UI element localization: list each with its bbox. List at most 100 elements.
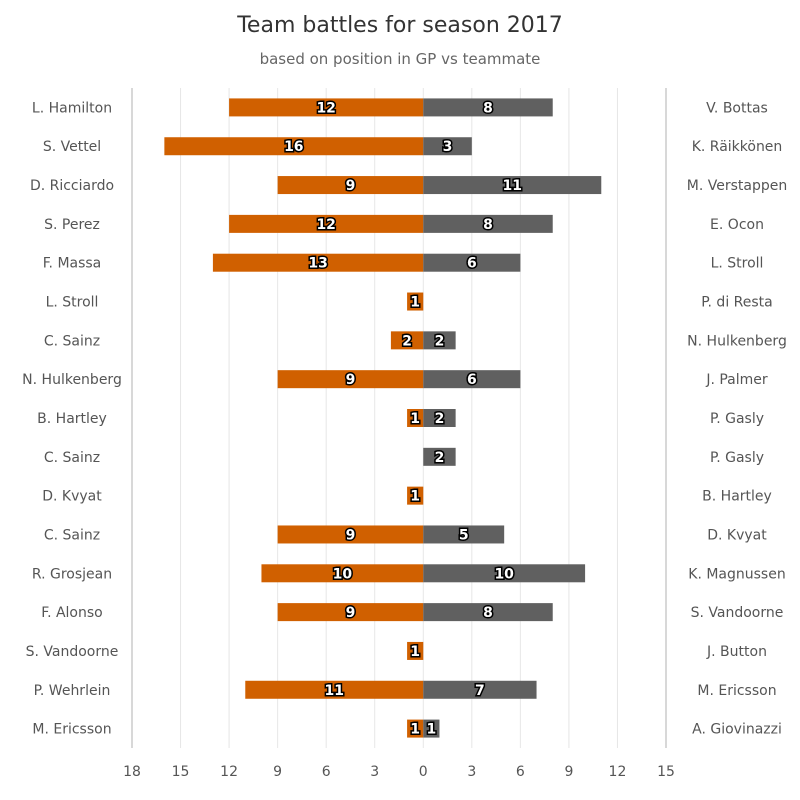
right-bar-value-label: 8 [483,217,493,233]
left-driver-label: B. Hartley [37,411,107,427]
left-bar-value-label: 1 [410,295,420,311]
right-bar [423,564,586,583]
right-bar-value-label: 11 [503,178,522,194]
right-bar [423,253,521,272]
right-bar-value-label: 6 [467,372,477,388]
right-bar [423,331,456,350]
x-tick-label: 12 [609,764,627,780]
x-tick-label: 0 [419,764,428,780]
left-bar-value-label: 10 [333,566,353,582]
right-driver-label: M. Verstappen [687,178,787,194]
right-driver-label: J. Palmer [705,372,768,388]
right-bar-value-label: 1 [426,722,436,738]
left-bar [212,253,424,272]
x-tick-label: 15 [657,764,675,780]
left-bar [277,525,424,544]
right-bar [423,525,505,544]
right-bar-value-label: 6 [467,256,477,272]
left-bar-value-label: 11 [325,683,344,699]
left-bar-value-label: 1 [410,722,420,738]
left-bar-value-label: 1 [410,411,420,427]
left-bar [164,137,424,156]
x-tick-label: 12 [220,764,238,780]
right-bar-value-label: 2 [435,411,445,427]
left-bar [407,719,424,738]
left-bar-value-label: 13 [308,256,327,272]
right-bar [423,447,456,466]
right-driver-label: S. Vandoorne [691,605,784,621]
left-driver-label: D. Ricciardo [30,178,114,194]
right-driver-label: P. Gasly [710,450,764,466]
left-driver-label: S. Vandoorne [26,644,119,660]
right-driver-label: B. Hartley [702,489,772,505]
left-driver-label: M. Ericsson [32,722,111,738]
left-bar-value-label: 12 [316,217,335,233]
left-driver-label: F. Alonso [41,605,102,621]
left-bar [407,641,424,660]
left-driver-label: C. Sainz [44,450,100,466]
right-bar [423,370,521,389]
left-bar-value-label: 1 [410,644,420,660]
x-tick-label: 9 [273,764,282,780]
right-bar [423,137,472,156]
right-driver-label: E. Ocon [710,217,764,233]
right-bar-value-label: 8 [483,100,493,116]
driver-labels: L. Hamilton V. Bottas S. Vettel K. Räikköne… [22,100,787,737]
left-bar-value-label: 12 [316,100,335,116]
right-driver-label: M. Ericsson [697,683,776,699]
left-bar-value-label: 2 [402,333,412,349]
right-bar [423,603,553,622]
left-bar [229,98,424,117]
left-driver-label: C. Sainz [44,527,100,543]
left-bar [407,486,424,505]
right-driver-label: P. Gasly [710,411,764,427]
right-bar [423,98,553,117]
left-bar [277,370,424,389]
left-bar [407,409,424,427]
x-tick-label: 3 [370,764,379,780]
right-bar-value-label: 8 [483,605,493,621]
left-driver-label: L. Stroll [46,295,99,311]
right-bar [423,176,602,195]
left-bar [277,176,424,195]
right-bar-value-label: 7 [475,683,485,699]
x-axis-ticks: 18 15 12 9 6 3 0 3 6 9 12 15 [123,764,675,780]
left-bar-value-label: 9 [346,178,356,194]
right-bar [423,409,456,427]
chart-title: Team battles for season 2017 [236,13,563,38]
x-tick-label: 15 [172,764,190,780]
right-bar [423,719,440,738]
left-driver-label: D. Kvyat [42,489,102,505]
left-bar [245,680,424,699]
x-tick-label: 6 [322,764,331,780]
left-driver-label: S. Perez [44,217,100,233]
right-driver-label: K. Magnussen [688,566,785,582]
right-bar-value-label: 10 [494,566,514,582]
x-tick-label: 3 [467,764,476,780]
left-bar [261,564,424,583]
left-driver-label: L. Hamilton [32,100,112,116]
x-tick-label: 18 [123,764,141,780]
left-bar-value-label: 9 [346,527,356,543]
chart-subtitle: based on position in GP vs teammate [260,50,541,68]
right-driver-label: K. Räikkönen [692,139,783,155]
right-bar [423,214,553,233]
left-driver-label: S. Vettel [43,139,101,155]
left-bar-value-label: 1 [410,489,420,505]
x-tick-label: 6 [516,764,525,780]
x-tick-label: 9 [564,764,573,780]
right-driver-label: D. Kvyat [707,527,767,543]
left-driver-label: C. Sainz [44,333,100,349]
left-driver-label: F. Massa [43,256,102,272]
left-driver-label: N. Hulkenberg [22,372,122,388]
right-driver-label: P. di Resta [701,295,772,311]
left-bar [390,331,424,350]
left-driver-label: P. Wehrlein [34,683,111,699]
right-bar-value-label: 2 [435,450,445,466]
left-bar-value-label: 9 [346,372,356,388]
left-driver-label: R. Grosjean [32,566,112,582]
right-driver-label: J. Button [706,644,767,660]
